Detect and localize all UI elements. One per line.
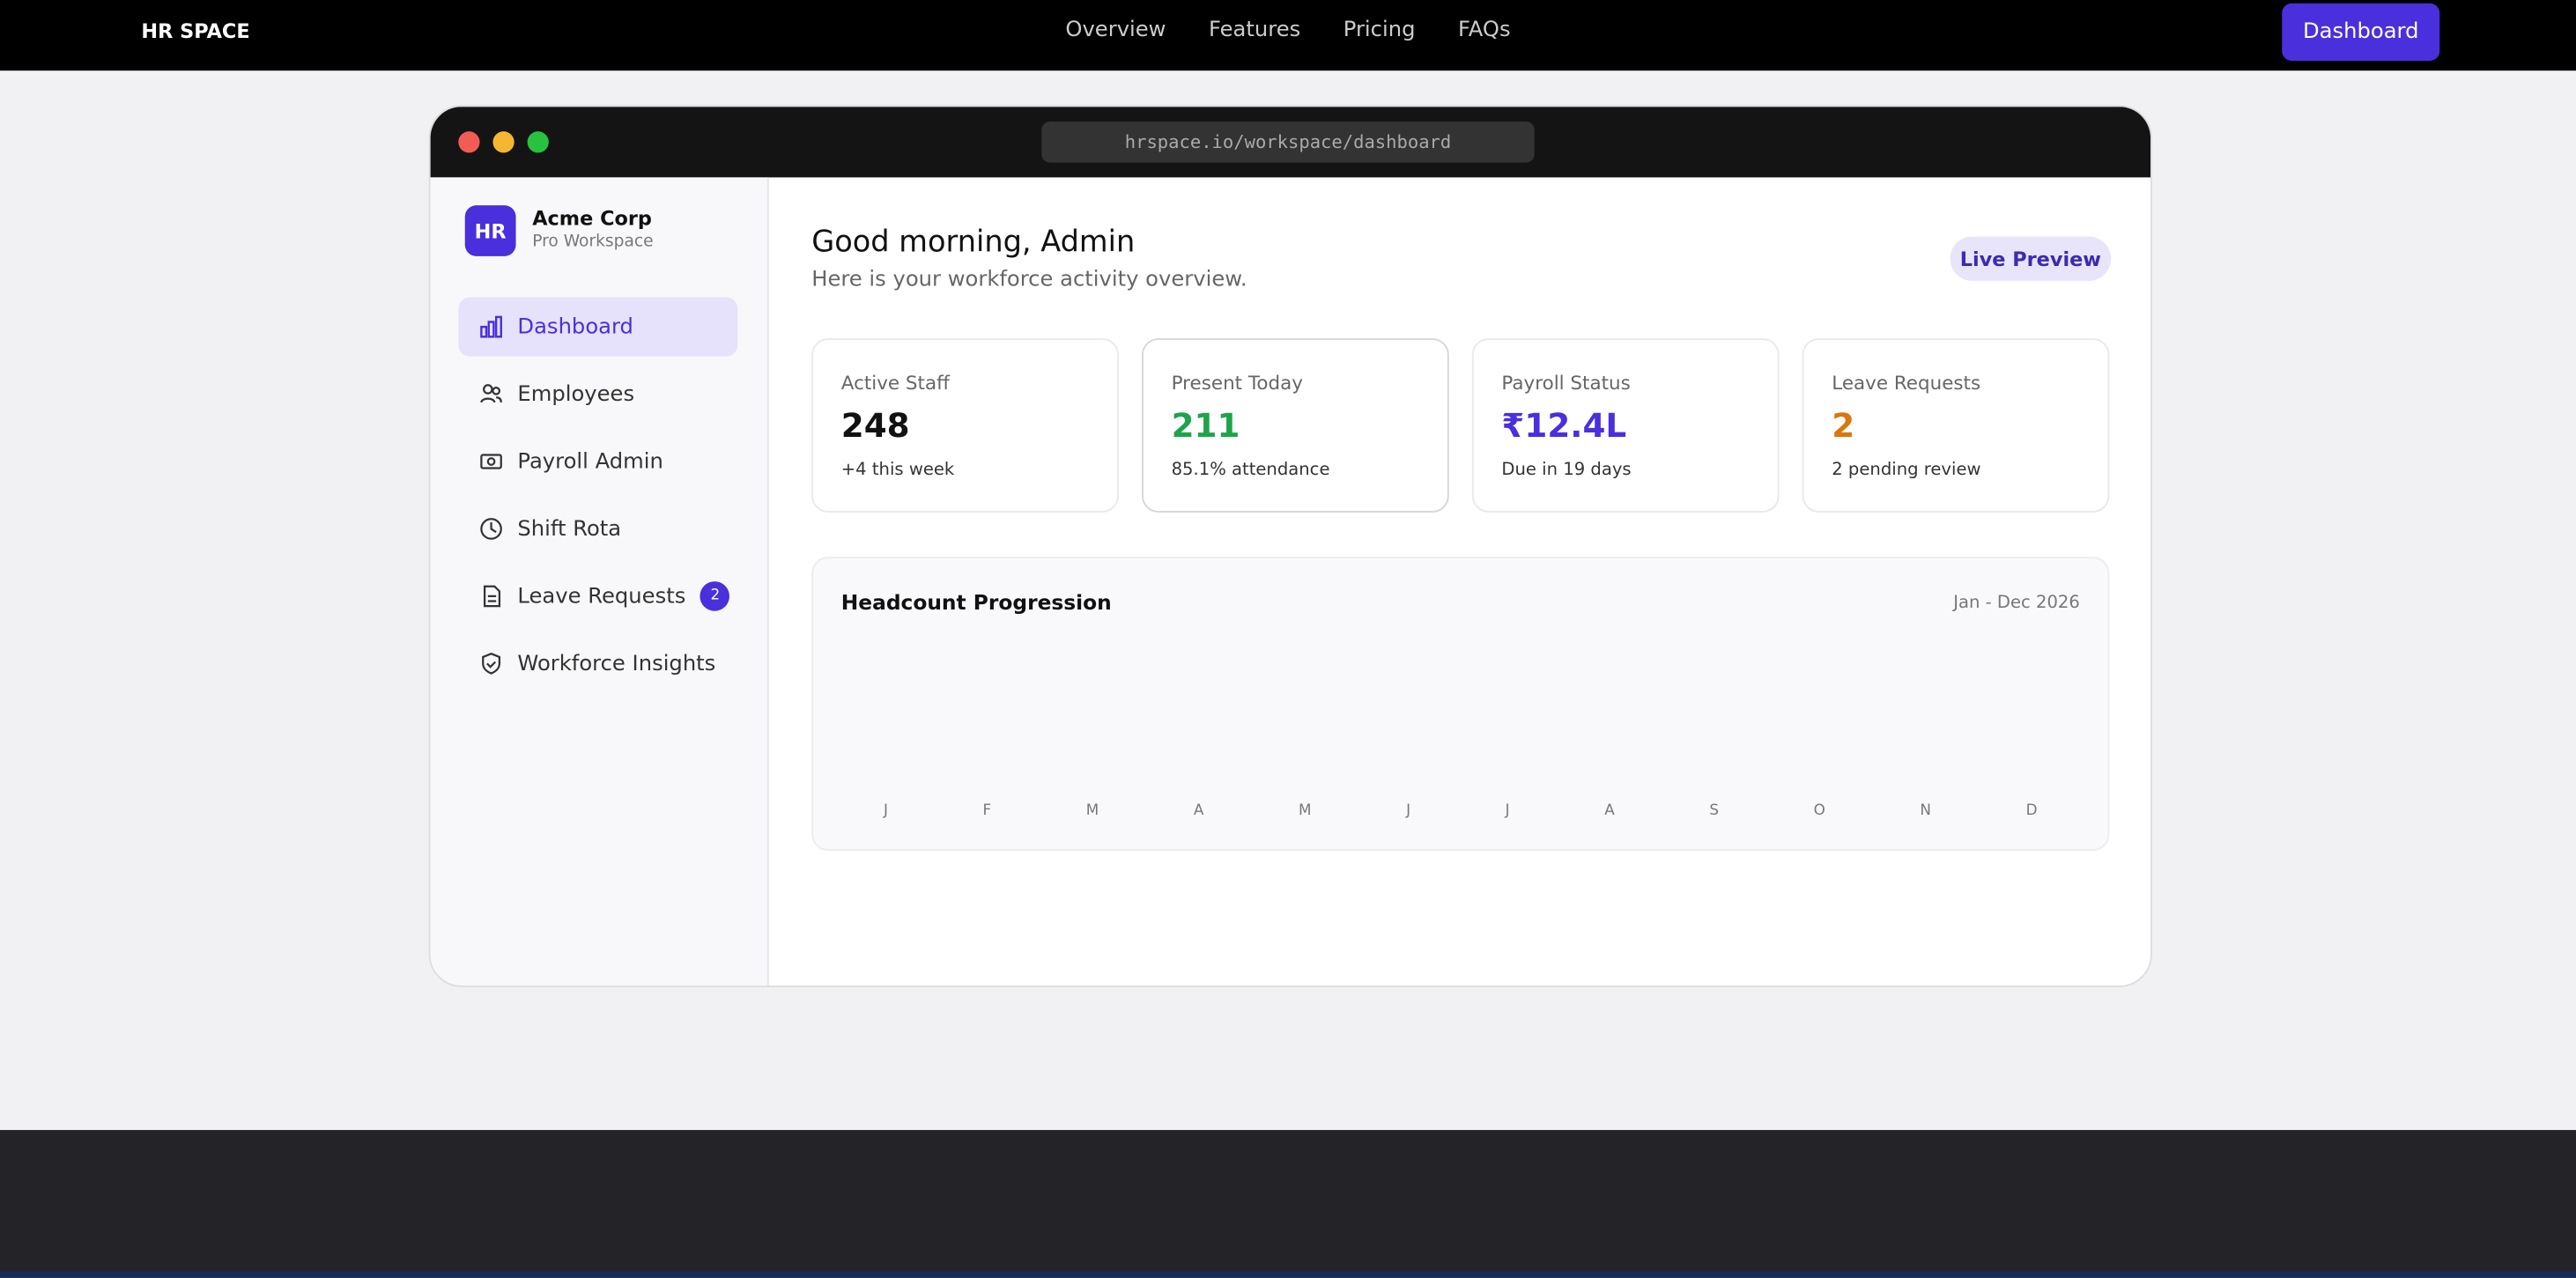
title-bar: hrspace.io/workspace/dashboard — [430, 107, 2151, 178]
top-nav: HR SPACE Overview Features Pricing FAQs … — [0, 0, 2576, 71]
stat-value: ₹12.4L — [1501, 405, 1627, 446]
count-badge: 2 — [700, 581, 730, 611]
month-label: A — [1604, 802, 1615, 820]
month-label: M — [1085, 802, 1099, 820]
nav-label: Leave Requests — [517, 583, 686, 609]
nav-link[interactable]: FAQs — [1457, 18, 1511, 43]
nav-item[interactable]: Employees — [458, 365, 737, 424]
stat-note: Due in 19 days — [1501, 460, 1632, 480]
chart-range: Jan - Dec 2026 — [1953, 593, 2080, 613]
plan: Pro Workspace — [532, 233, 654, 252]
nav-link[interactable]: Features — [1209, 18, 1301, 43]
sidebar: HR Acme Corp Pro Workspace Dashboard Emp… — [430, 177, 769, 986]
nav-label: Payroll Admin — [517, 449, 663, 474]
cta-button[interactable]: Dashboard — [2282, 3, 2440, 61]
stat-card: Leave Requests 2 2 pending review — [1802, 338, 2110, 513]
nav-item[interactable]: Shift Rota — [458, 499, 737, 558]
month-label: J — [883, 802, 888, 820]
month-label: S — [1709, 802, 1719, 820]
org-name: Acme Corp — [532, 206, 652, 231]
month-label: N — [1920, 802, 1931, 820]
month-label: M — [1299, 802, 1312, 820]
stat-note: 85.1% attendance — [1171, 460, 1330, 480]
stat-card: Payroll Status ₹12.4L Due in 19 days — [1471, 338, 1780, 513]
nav-item[interactable]: Leave Requests 2 — [458, 566, 737, 625]
url-bar[interactable]: hrspace.io/workspace/dashboard — [1041, 121, 1535, 163]
month-label: F — [982, 802, 992, 820]
nav-item[interactable]: Dashboard — [458, 297, 738, 357]
stat-card: Active Staff 248 +4 this week — [811, 338, 1119, 513]
live-badge[interactable]: Live Preview — [1950, 236, 2112, 281]
month-label: A — [1193, 802, 1204, 820]
min-dot[interactable] — [492, 131, 514, 153]
nav-item[interactable]: Workforce Insights — [458, 634, 737, 693]
footer — [0, 1129, 2576, 1278]
max-dot[interactable] — [527, 131, 549, 153]
stat-label: Leave Requests — [1832, 371, 1981, 395]
month-label: D — [2025, 802, 2038, 820]
month-label: O — [1813, 802, 1825, 820]
stat-note: +4 this week — [840, 460, 955, 480]
stat-value: 248 — [840, 405, 910, 446]
greeting: Good morning, Admin — [811, 225, 1136, 260]
nav-links: Overview Features Pricing FAQs — [0, 18, 2576, 43]
stat-label: Payroll Status — [1501, 371, 1631, 395]
stat-value: 211 — [1171, 405, 1240, 446]
stat-label: Present Today — [1171, 371, 1303, 395]
chart-title: Headcount Progression — [840, 589, 1112, 615]
nav-label: Workforce Insights — [517, 651, 716, 676]
nav-label: Shift Rota — [517, 516, 622, 542]
month-label: J — [1505, 802, 1510, 820]
logo: HR — [464, 205, 516, 256]
close-dot[interactable] — [458, 131, 480, 153]
month-label: J — [1406, 802, 1411, 820]
nav-label: Employees — [517, 381, 635, 407]
stat-note: 2 pending review — [1832, 460, 1981, 480]
chart-card: Headcount Progression Jan - Dec 2026 J F M… — [811, 557, 2110, 851]
nav-link[interactable]: Overview — [1065, 18, 1166, 43]
nav-item[interactable]: Payroll Admin — [458, 432, 737, 491]
subtitle: Here is your workforce activity overview… — [811, 267, 1247, 292]
stat-card: Present Today 211 85.1% attendance — [1142, 338, 1449, 513]
nav-label: Dashboard — [517, 314, 633, 340]
stat-label: Active Staff — [840, 371, 950, 395]
nav-link[interactable]: Pricing — [1343, 18, 1416, 43]
stat-value: 2 — [1832, 405, 1855, 446]
browser-window: hrspace.io/workspace/dashboard HR Acme C… — [428, 105, 2152, 987]
brand[interactable]: HR SPACE — [141, 19, 250, 43]
